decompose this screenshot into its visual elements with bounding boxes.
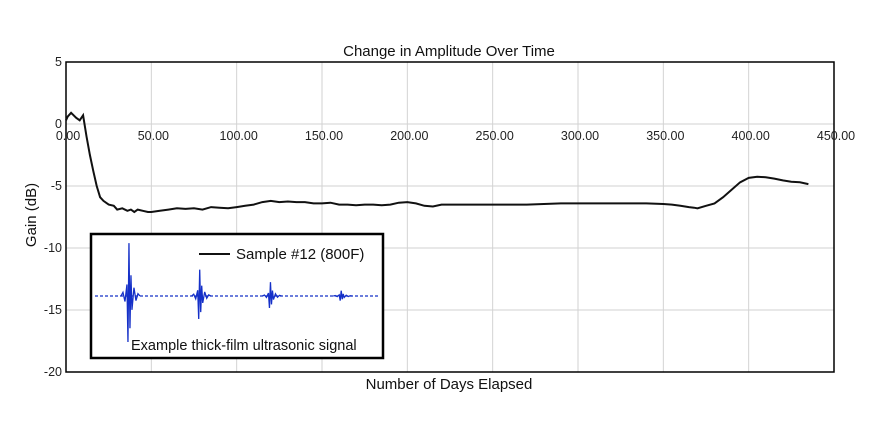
signal-pulse (333, 290, 353, 301)
x-tick-label: 200.00 (390, 129, 428, 143)
inset-signal (95, 243, 378, 343)
signal-pulse (262, 282, 282, 309)
x-tick-label: 50.00 (138, 129, 169, 143)
x-tick-label: 100.00 (220, 129, 258, 143)
inset-box: Sample #12 (800F) Example thick-film ult… (89, 232, 385, 360)
chart-title: Change in Amplitude Over Time (343, 43, 555, 60)
signal-pulse (120, 243, 141, 343)
inset-caption: Example thick-film ultrasonic signal (131, 338, 357, 354)
plot-frame (65, 61, 835, 373)
y-tick-label: -5 (51, 179, 62, 193)
y-tick-label: 5 (55, 55, 62, 69)
x-axis-title: Number of Days Elapsed (366, 376, 533, 393)
x-tick-label: 150.00 (305, 129, 343, 143)
y-tick-label: -15 (44, 303, 62, 317)
series-line-sample-12 (65, 111, 809, 214)
x-tick-label: 450.00 (817, 129, 855, 143)
tick-labels: 0.00 50.00 100.00 150.00 200.00 250.00 300.00 3… (44, 55, 855, 379)
x-tick-label: 400.00 (732, 129, 770, 143)
y-axis-title: Gain (dB) (23, 183, 40, 247)
y-tick-label: -20 (44, 365, 62, 379)
x-tick-label: 250.00 (476, 129, 514, 143)
legend-label: Sample #12 (800F) (236, 246, 364, 263)
y-tick-label: -10 (44, 241, 62, 255)
x-tick-label: 350.00 (646, 129, 684, 143)
x-tick-label: 300.00 (561, 129, 599, 143)
y-tick-label: 0 (55, 117, 62, 131)
signal-pulse (191, 269, 212, 320)
x-tick-label: 0.00 (56, 129, 80, 143)
